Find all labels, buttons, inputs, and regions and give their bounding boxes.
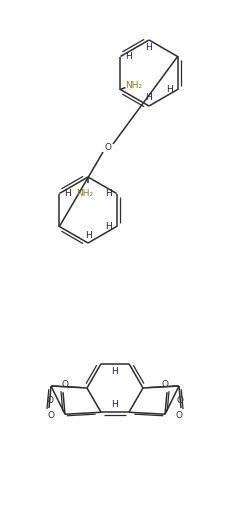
Text: H: H — [105, 222, 112, 231]
Text: H: H — [64, 189, 71, 198]
Text: NH₂: NH₂ — [76, 189, 94, 199]
Text: NH₂: NH₂ — [125, 81, 142, 90]
Text: H: H — [85, 230, 91, 240]
Text: H: H — [105, 189, 112, 198]
Text: O: O — [176, 396, 183, 405]
Text: O: O — [104, 144, 112, 152]
Text: H: H — [125, 52, 132, 61]
Text: H: H — [146, 93, 152, 103]
Text: H: H — [112, 400, 118, 409]
Text: O: O — [46, 396, 54, 405]
Text: O: O — [161, 380, 168, 389]
Text: H: H — [166, 85, 173, 94]
Text: H: H — [146, 44, 152, 52]
Text: H: H — [112, 367, 118, 376]
Text: O: O — [176, 411, 182, 421]
Text: O: O — [48, 411, 55, 421]
Text: O: O — [61, 380, 69, 389]
